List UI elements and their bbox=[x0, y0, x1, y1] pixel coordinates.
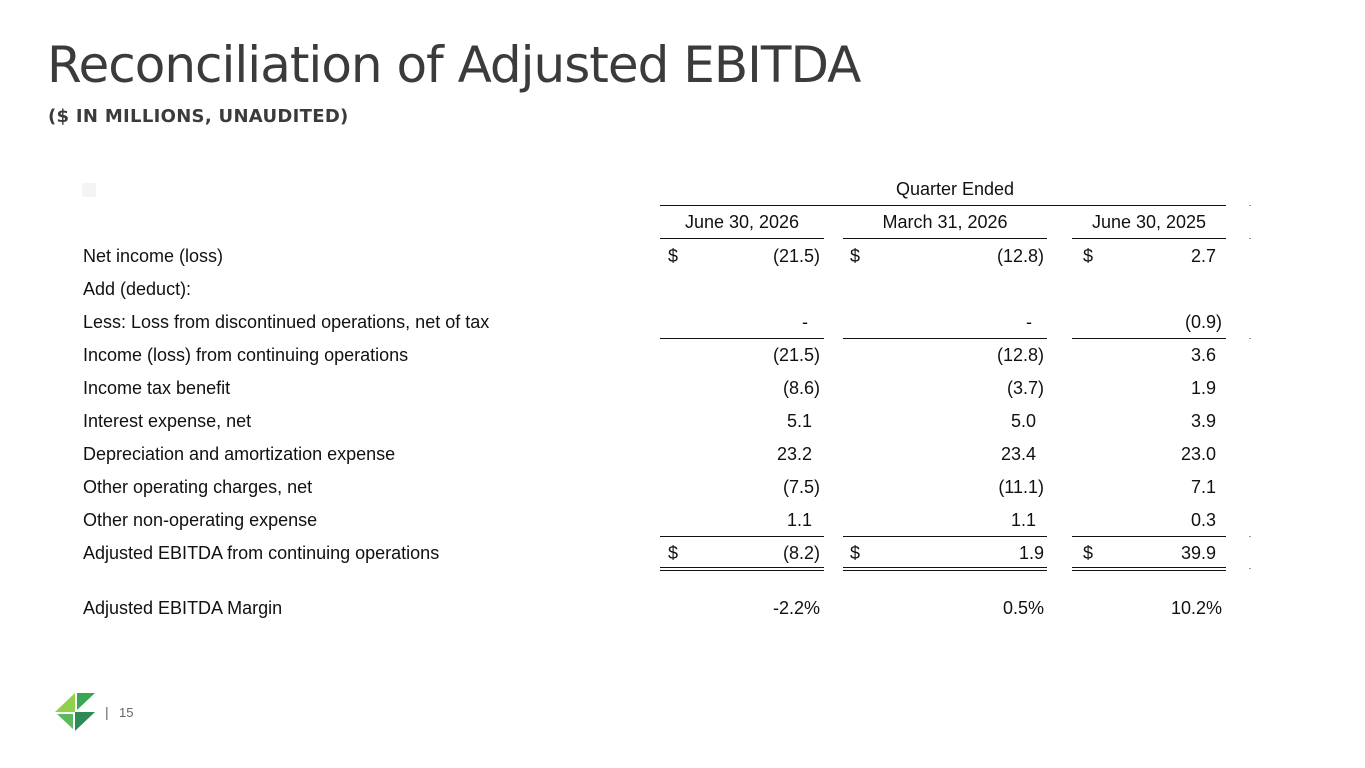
subtotal-rule bbox=[660, 338, 824, 339]
edge-tick bbox=[1249, 536, 1251, 537]
cell-value: 39.9 bbox=[1180, 543, 1216, 563]
currency-symbol: $ bbox=[850, 543, 861, 563]
cell-value: (12.8) bbox=[996, 345, 1044, 365]
cell-value: 0.5% bbox=[1002, 598, 1044, 618]
cell-value: (21.5) bbox=[772, 246, 820, 266]
cell-value: (11.1) bbox=[998, 477, 1044, 497]
double-underline bbox=[660, 567, 824, 571]
double-underline bbox=[843, 567, 1047, 571]
header-underline bbox=[660, 205, 1226, 206]
cell-value: 7.1 bbox=[1190, 477, 1216, 497]
row-label: Less: Loss from discontinued operations,… bbox=[83, 312, 490, 332]
cell-value: 1.9 bbox=[1190, 378, 1216, 398]
edge-tick bbox=[1249, 205, 1251, 206]
cell-value: 10.2% bbox=[1170, 598, 1222, 618]
edge-tick bbox=[1249, 338, 1251, 339]
cell-value: 23.4 bbox=[1000, 444, 1036, 464]
subtotal-rule bbox=[1072, 338, 1226, 339]
quarter-ended-header: Quarter Ended bbox=[895, 179, 1015, 199]
column-header-jun-2026: June 30, 2026 bbox=[684, 212, 800, 232]
cell-value: - bbox=[1026, 312, 1032, 332]
cell-value: 1.1 bbox=[786, 510, 812, 530]
cell-value: 3.9 bbox=[1190, 411, 1216, 431]
cell-value: 23.2 bbox=[776, 444, 812, 464]
column-header-jun-2025: June 30, 2025 bbox=[1091, 212, 1207, 232]
cell-value: 23.0 bbox=[1180, 444, 1216, 464]
cell-value: 1.9 bbox=[1018, 543, 1044, 563]
currency-symbol: $ bbox=[668, 246, 679, 266]
cell-value: (7.5) bbox=[782, 477, 820, 497]
cell-value: (0.9) bbox=[1184, 312, 1222, 332]
page-number: 15 bbox=[119, 705, 134, 720]
currency-symbol: $ bbox=[1083, 246, 1094, 266]
cell-value: (8.6) bbox=[782, 378, 820, 398]
company-logo-icon bbox=[55, 693, 97, 736]
placeholder-square bbox=[82, 183, 96, 197]
column-header-mar-2026: March 31, 2026 bbox=[882, 212, 1008, 232]
cell-value: 0.3 bbox=[1190, 510, 1216, 530]
total-rule bbox=[660, 536, 824, 537]
cell-value: (3.7) bbox=[1006, 378, 1044, 398]
edge-tick bbox=[1249, 568, 1251, 569]
cell-value: -2.2% bbox=[772, 598, 820, 618]
row-label: Other operating charges, net bbox=[83, 477, 313, 497]
total-rule bbox=[1072, 536, 1226, 537]
cell-value: (21.5) bbox=[772, 345, 820, 365]
cell-value: 5.1 bbox=[786, 411, 812, 431]
row-label: Depreciation and amortization expense bbox=[83, 444, 396, 464]
row-label: Net income (loss) bbox=[83, 246, 224, 266]
row-label: Adjusted EBITDA from continuing operatio… bbox=[83, 543, 440, 563]
row-label: Adjusted EBITDA Margin bbox=[83, 598, 283, 618]
edge-tick bbox=[1249, 238, 1251, 239]
col2-header-underline bbox=[843, 238, 1047, 239]
currency-symbol: $ bbox=[668, 543, 679, 563]
row-label: Other non-operating expense bbox=[83, 510, 318, 530]
cell-value: 3.6 bbox=[1190, 345, 1216, 365]
slide-subtitle: ($ IN MILLIONS, UNAUDITED) bbox=[48, 106, 349, 127]
cell-value: 2.7 bbox=[1190, 246, 1216, 266]
row-label: Add (deduct): bbox=[83, 279, 192, 299]
row-label: Income (loss) from continuing operations bbox=[83, 345, 409, 365]
col3-header-underline bbox=[1072, 238, 1226, 239]
total-rule bbox=[843, 536, 1047, 537]
double-underline bbox=[1072, 567, 1226, 571]
subtotal-rule bbox=[843, 338, 1047, 339]
slide-title: Reconciliation of Adjusted EBITDA bbox=[47, 36, 861, 94]
currency-symbol: $ bbox=[850, 246, 861, 266]
cell-value: 1.1 bbox=[1010, 510, 1036, 530]
cell-value: - bbox=[802, 312, 808, 332]
row-label: Interest expense, net bbox=[83, 411, 252, 431]
cell-value: (8.2) bbox=[782, 543, 820, 563]
row-label: Income tax benefit bbox=[83, 378, 231, 398]
currency-symbol: $ bbox=[1083, 543, 1094, 563]
footer-separator: | bbox=[105, 704, 109, 720]
cell-value: (12.8) bbox=[996, 246, 1044, 266]
col1-header-underline bbox=[660, 238, 824, 239]
cell-value: 5.0 bbox=[1010, 411, 1036, 431]
